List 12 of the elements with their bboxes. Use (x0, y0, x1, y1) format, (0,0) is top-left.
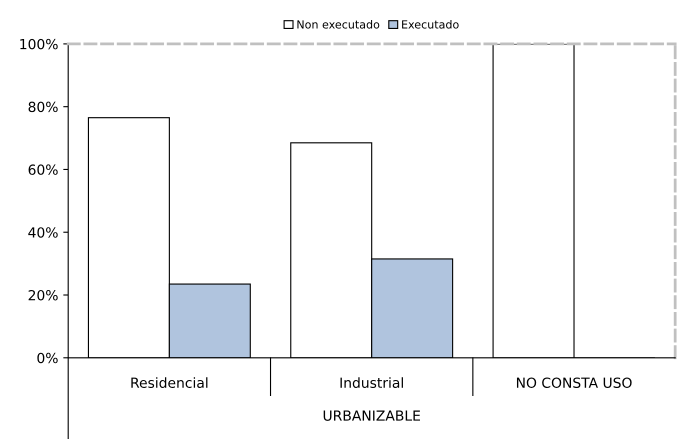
y-tick-label: 80% (28, 102, 58, 112)
x-tick-label: Industrial (340, 377, 403, 388)
y-tick-label: 100% (20, 38, 58, 50)
legend-label: Executado (402, 20, 459, 29)
x-tick-label: Residencial (131, 377, 208, 388)
y-tick-label: 60% (28, 164, 58, 175)
y-tick-label: 0% (37, 352, 58, 364)
y-tick-label: 40% (28, 227, 58, 238)
y-tick-label: 20% (28, 290, 58, 300)
x-tick-label: NO CONSTA USO (516, 377, 632, 388)
x-axis-title: URBANIZABLE (324, 410, 420, 421)
legend-label: Non executado (297, 20, 380, 29)
